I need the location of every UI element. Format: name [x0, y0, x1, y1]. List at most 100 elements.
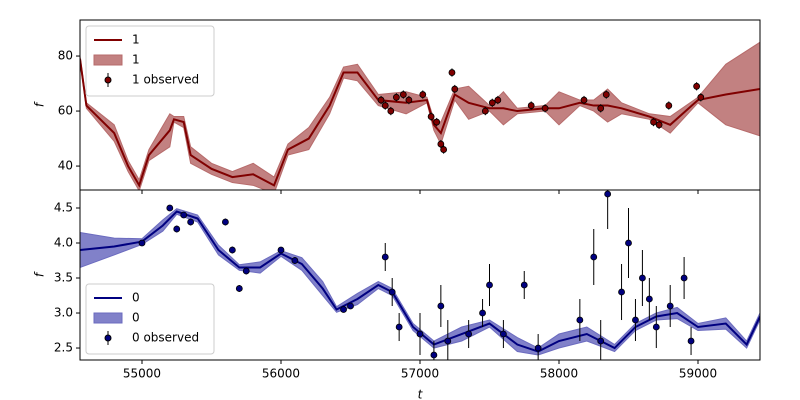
- x-tick-label: 56000: [262, 367, 300, 381]
- observed-point: [235, 285, 243, 292]
- y-tick-label: 3.5: [54, 271, 73, 285]
- observed-point: [277, 246, 285, 254]
- observed-point: [347, 302, 354, 310]
- observed-point: [481, 107, 489, 115]
- observed-point: [494, 96, 502, 104]
- legend-frame: [85, 25, 215, 97]
- confidence-band: [80, 208, 760, 356]
- observed-point: [602, 91, 610, 98]
- observed-point: [652, 323, 660, 331]
- observed-point: [576, 316, 584, 324]
- observed-point: [437, 140, 445, 148]
- legend-label: 0: [132, 291, 140, 305]
- confidence-band: [80, 41, 760, 190]
- observed-point: [221, 218, 229, 226]
- observed-point: [604, 190, 612, 198]
- observed-point: [381, 253, 389, 261]
- observed-point: [419, 91, 427, 98]
- observed-point: [520, 281, 528, 289]
- observed-point: [590, 253, 598, 261]
- x-tick-label: 59000: [679, 367, 717, 381]
- y-tick-label: 4.0: [54, 236, 73, 250]
- legend-marker: [104, 334, 112, 342]
- observed-point: [381, 102, 389, 109]
- observed-point: [680, 274, 688, 282]
- legend-patch: [93, 312, 123, 324]
- observed-point: [650, 118, 657, 126]
- observed-point: [645, 295, 653, 303]
- observed-point: [541, 104, 549, 112]
- observed-point: [437, 302, 445, 310]
- observed-point: [138, 239, 146, 247]
- observed-point: [488, 99, 496, 107]
- observed-point: [448, 69, 456, 76]
- legend: 1 1 1 observed: [85, 25, 215, 97]
- observed-point: [665, 102, 673, 109]
- y-tick-label: 80: [58, 49, 73, 63]
- plot-area: [80, 190, 760, 360]
- legend-label: 1: [132, 53, 140, 67]
- observed-point: [180, 211, 188, 219]
- legend-label: 0: [132, 311, 140, 325]
- y-tick-label: 3.0: [54, 306, 73, 320]
- observed-point: [340, 306, 347, 313]
- plot-area: [80, 41, 760, 190]
- x-tick-label: 55000: [123, 367, 161, 381]
- observed-point: [388, 288, 396, 296]
- observed-point: [597, 337, 605, 345]
- observed-point: [597, 104, 605, 112]
- y-tick-label: 60: [58, 104, 73, 118]
- observed-point: [534, 344, 542, 352]
- observed-point: [399, 91, 407, 98]
- y-axis-label: f: [33, 271, 47, 277]
- observed-point: [427, 113, 435, 120]
- y-tick-label: 40: [58, 159, 73, 173]
- x-axis-label: t: [418, 388, 424, 400]
- legend-patch: [93, 54, 123, 66]
- y-tick-label: 2.5: [54, 341, 73, 355]
- observed-point: [639, 274, 646, 282]
- observed-point: [451, 85, 459, 93]
- legend-label: 1: [132, 33, 140, 47]
- observed-point: [580, 96, 588, 104]
- observed-point: [655, 121, 663, 129]
- observed-point: [187, 218, 195, 226]
- observed-point: [444, 337, 452, 345]
- observed-point: [173, 225, 181, 233]
- legend-frame: [85, 283, 215, 355]
- observed-point: [527, 102, 535, 109]
- observed-point: [632, 316, 639, 324]
- observed-point: [465, 330, 473, 338]
- x-tick-label: 58000: [540, 367, 578, 381]
- observed-point: [486, 281, 493, 289]
- observed-point: [479, 309, 486, 317]
- observed-point: [687, 337, 695, 345]
- observed-point: [387, 107, 395, 115]
- observed-point: [625, 239, 632, 247]
- observed-point: [291, 257, 299, 264]
- observed-point: [697, 93, 705, 101]
- observed-point: [500, 330, 507, 338]
- observed-point: [693, 82, 701, 90]
- observed-point: [377, 96, 385, 104]
- observed-point: [228, 246, 236, 254]
- observed-point: [433, 118, 441, 126]
- observed-point: [440, 146, 448, 153]
- mean-line: [80, 210, 760, 353]
- y-tick-label: 4.5: [54, 200, 73, 214]
- observed-point: [166, 204, 174, 212]
- legend-label: 1 observed: [132, 73, 199, 87]
- observed-point: [242, 267, 250, 275]
- legend-marker: [104, 76, 112, 84]
- y-axis-label: f: [33, 101, 47, 107]
- observed-point: [430, 351, 438, 359]
- observed-point: [416, 330, 424, 338]
- x-tick-label: 57000: [401, 367, 439, 381]
- observed-point: [395, 323, 403, 331]
- observed-point: [666, 302, 674, 310]
- observed-point: [392, 93, 400, 101]
- observed-point: [618, 288, 625, 296]
- legend-label: 0 observed: [132, 331, 199, 345]
